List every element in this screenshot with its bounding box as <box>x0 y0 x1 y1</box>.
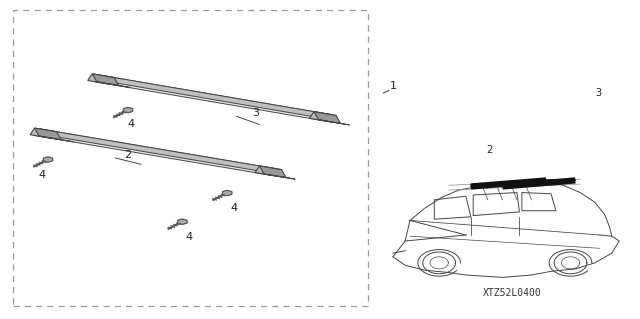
Polygon shape <box>48 160 52 162</box>
Polygon shape <box>227 192 232 194</box>
Polygon shape <box>178 220 182 223</box>
Polygon shape <box>48 158 52 161</box>
Polygon shape <box>178 222 182 224</box>
Polygon shape <box>182 222 187 224</box>
Polygon shape <box>92 74 119 85</box>
Polygon shape <box>178 219 182 222</box>
Polygon shape <box>178 219 187 224</box>
Polygon shape <box>44 158 48 161</box>
Text: XTZ52L0400: XTZ52L0400 <box>483 288 541 299</box>
Bar <box>13 10 368 306</box>
Text: 2: 2 <box>486 145 493 155</box>
Polygon shape <box>223 193 227 196</box>
Polygon shape <box>40 129 280 174</box>
Polygon shape <box>88 74 115 84</box>
Polygon shape <box>128 108 132 110</box>
Polygon shape <box>35 129 276 175</box>
Polygon shape <box>319 120 349 125</box>
Polygon shape <box>44 160 48 162</box>
Polygon shape <box>260 166 286 178</box>
Text: 4: 4 <box>38 170 45 181</box>
Polygon shape <box>35 128 61 140</box>
Polygon shape <box>39 136 74 142</box>
Polygon shape <box>227 190 232 193</box>
Polygon shape <box>124 109 128 111</box>
Text: 4: 4 <box>127 119 135 130</box>
Polygon shape <box>182 219 187 222</box>
Text: 4: 4 <box>185 232 193 242</box>
Polygon shape <box>97 75 335 120</box>
Polygon shape <box>44 157 48 160</box>
Text: 1: 1 <box>390 81 397 91</box>
Polygon shape <box>128 109 132 111</box>
Polygon shape <box>124 110 128 113</box>
Text: 4: 4 <box>230 203 237 213</box>
Polygon shape <box>124 108 128 110</box>
Polygon shape <box>128 110 132 113</box>
Polygon shape <box>93 75 331 121</box>
Polygon shape <box>264 174 295 179</box>
Polygon shape <box>124 108 132 113</box>
Polygon shape <box>310 112 336 122</box>
Polygon shape <box>227 193 232 196</box>
Text: 3: 3 <box>595 87 602 98</box>
Polygon shape <box>182 220 187 223</box>
Polygon shape <box>44 157 52 162</box>
Polygon shape <box>223 190 227 193</box>
Polygon shape <box>223 192 227 194</box>
Text: 2: 2 <box>124 150 132 160</box>
Text: 3: 3 <box>253 108 259 118</box>
Polygon shape <box>223 190 232 196</box>
Polygon shape <box>30 128 57 138</box>
Polygon shape <box>97 82 131 88</box>
Polygon shape <box>255 166 282 176</box>
Polygon shape <box>48 157 52 160</box>
Polygon shape <box>314 112 340 123</box>
